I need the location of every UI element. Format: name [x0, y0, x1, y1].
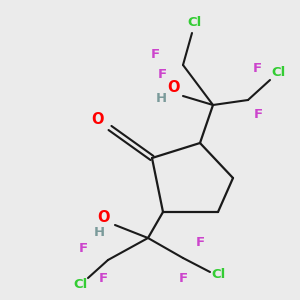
- Text: Cl: Cl: [211, 268, 225, 281]
- Text: F: F: [78, 242, 88, 254]
- Text: F: F: [98, 272, 108, 284]
- Text: Cl: Cl: [188, 16, 202, 28]
- Text: Cl: Cl: [73, 278, 87, 292]
- Text: H: H: [93, 226, 105, 239]
- Text: F: F: [195, 236, 205, 250]
- Text: F: F: [252, 61, 262, 74]
- Text: H: H: [155, 92, 167, 104]
- Text: O: O: [97, 211, 109, 226]
- Text: O: O: [168, 80, 180, 95]
- Text: F: F: [150, 49, 160, 62]
- Text: Cl: Cl: [271, 65, 285, 79]
- Text: F: F: [178, 272, 188, 284]
- Text: F: F: [158, 68, 166, 80]
- Text: F: F: [254, 107, 262, 121]
- Text: O: O: [91, 112, 103, 128]
